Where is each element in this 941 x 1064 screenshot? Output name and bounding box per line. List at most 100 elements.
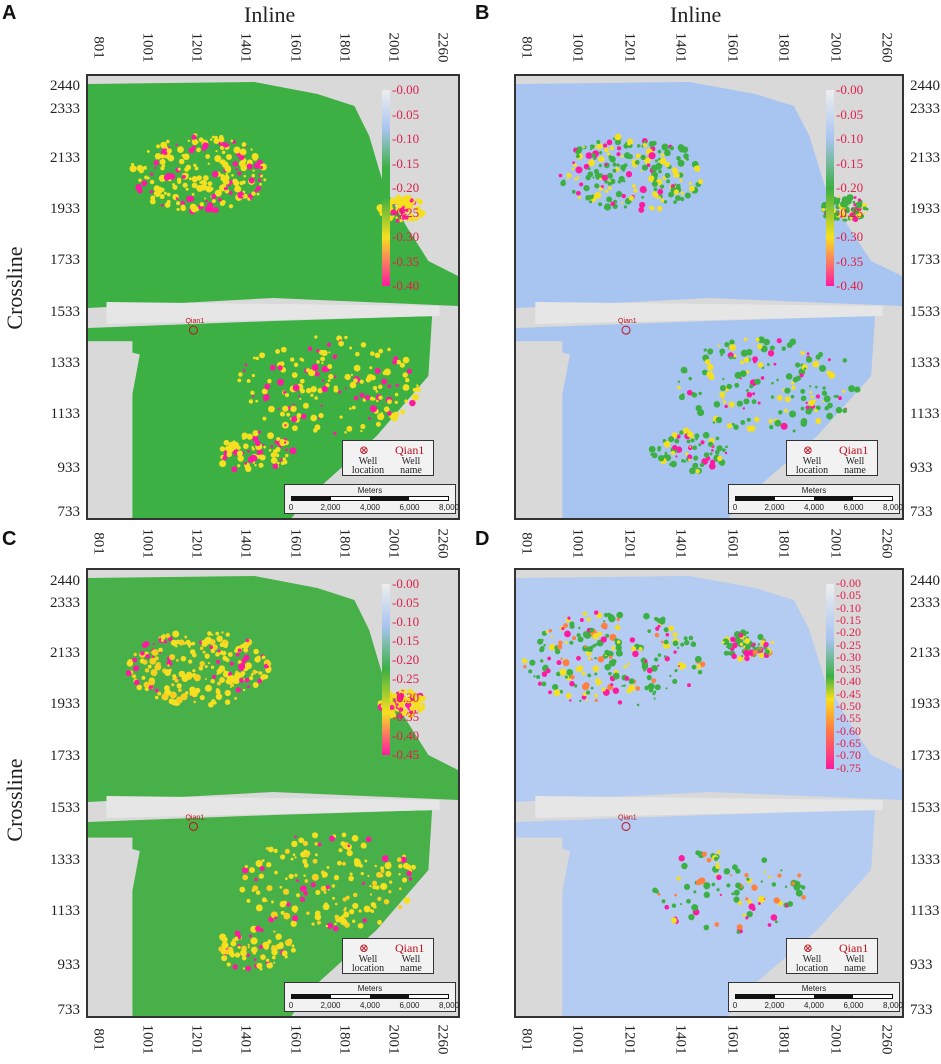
attribute-anomaly bbox=[221, 631, 224, 634]
attribute-anomaly bbox=[550, 635, 554, 638]
attribute-anomaly bbox=[623, 665, 627, 669]
attribute-anomaly bbox=[265, 899, 268, 902]
crossline-tick-label: 1333 bbox=[50, 354, 80, 371]
attribute-anomaly bbox=[181, 174, 186, 179]
attribute-anomaly bbox=[606, 139, 613, 146]
scale-bar: Meters 0 2,000 4,000 6,000 8,000 bbox=[728, 484, 903, 514]
attribute-anomaly bbox=[835, 394, 839, 399]
crossline-tick-label: 2440 bbox=[910, 78, 940, 95]
attribute-anomaly bbox=[224, 949, 230, 955]
attribute-anomaly bbox=[609, 145, 615, 151]
attribute-anomaly bbox=[688, 635, 694, 641]
attribute-anomaly bbox=[350, 373, 354, 376]
attribute-anomaly bbox=[182, 182, 188, 188]
colorbar-tick-label: -0.05 bbox=[836, 588, 861, 603]
attribute-anomaly bbox=[191, 192, 195, 196]
attribute-anomaly bbox=[254, 656, 261, 663]
inline-tick-label: 2001 bbox=[827, 1024, 844, 1055]
attribute-anomaly bbox=[314, 335, 318, 339]
attribute-anomaly bbox=[681, 862, 688, 870]
map-a-svg: Qian1 bbox=[88, 82, 458, 518]
crossline-tick-label: 933 bbox=[57, 459, 81, 476]
no-data-area bbox=[516, 837, 563, 1016]
well-location-icon: ⊗ bbox=[359, 941, 370, 955]
attribute-anomaly bbox=[763, 897, 766, 901]
attribute-anomaly bbox=[823, 395, 831, 403]
attribute-anomaly bbox=[414, 216, 419, 221]
attribute-anomaly bbox=[586, 617, 591, 622]
crossline-title-bottom: Crossline bbox=[2, 758, 27, 842]
attribute-anomaly bbox=[597, 631, 603, 637]
attribute-anomaly bbox=[406, 870, 412, 877]
colorbar-tick-label: -0.40 bbox=[392, 728, 420, 743]
attribute-anomaly bbox=[731, 653, 737, 660]
attribute-anomaly bbox=[129, 165, 137, 173]
attribute-anomaly bbox=[693, 165, 701, 172]
attribute-anomaly bbox=[220, 173, 225, 179]
scale-bar-label: 8,000 bbox=[438, 1001, 460, 1010]
attribute-anomaly bbox=[168, 636, 173, 642]
attribute-anomaly bbox=[548, 629, 553, 633]
attribute-anomaly bbox=[409, 706, 415, 711]
attribute-anomaly bbox=[221, 183, 227, 188]
inline-tick-label: 801 bbox=[90, 36, 107, 59]
attribute-anomaly bbox=[722, 448, 726, 453]
attribute-anomaly bbox=[248, 934, 252, 938]
attribute-anomaly bbox=[249, 676, 254, 681]
colorbar-tick-label: -0.05 bbox=[836, 106, 864, 122]
attribute-anomaly bbox=[685, 157, 689, 161]
attribute-anomaly bbox=[303, 874, 306, 877]
attribute-anomaly bbox=[402, 384, 410, 391]
attribute-anomaly bbox=[674, 669, 678, 673]
attribute-anomaly bbox=[623, 180, 626, 183]
attribute-anomaly bbox=[377, 897, 381, 901]
attribute-anomaly bbox=[394, 392, 399, 397]
scale-bar-label: 4,000 bbox=[803, 1001, 825, 1010]
attribute-anomaly bbox=[758, 652, 765, 659]
attribute-anomaly bbox=[761, 366, 765, 369]
attribute-anomaly bbox=[298, 837, 305, 844]
attribute-anomaly bbox=[246, 163, 253, 170]
attribute-anomaly bbox=[543, 664, 548, 669]
attribute-anomaly bbox=[143, 681, 150, 688]
attribute-anomaly bbox=[757, 336, 765, 344]
attribute-anomaly bbox=[349, 872, 353, 876]
legend-well-name-line: Well bbox=[845, 456, 865, 467]
attribute-anomaly bbox=[576, 190, 581, 196]
attribute-anomaly bbox=[760, 376, 765, 380]
attribute-anomaly bbox=[326, 922, 334, 929]
attribute-anomaly bbox=[758, 895, 765, 903]
attribute-anomaly bbox=[246, 953, 250, 957]
attribute-anomaly bbox=[285, 448, 288, 452]
attribute-anomaly bbox=[244, 462, 248, 465]
attribute-anomaly bbox=[154, 153, 162, 160]
attribute-anomaly bbox=[838, 195, 841, 198]
attribute-anomaly bbox=[576, 633, 581, 638]
attribute-anomaly bbox=[372, 397, 376, 401]
attribute-anomaly bbox=[413, 699, 417, 704]
attribute-anomaly bbox=[401, 877, 408, 883]
well-legend: ⊗ Qian1 Well location Well name bbox=[342, 938, 434, 974]
attribute-anomaly bbox=[375, 871, 382, 878]
attribute-anomaly bbox=[243, 654, 250, 661]
crossline-tick-label: 1533 bbox=[910, 303, 940, 320]
attribute-anomaly bbox=[235, 687, 241, 693]
attribute-anomaly bbox=[191, 641, 196, 646]
inline-tick-label: 1001 bbox=[569, 1024, 586, 1055]
legend-well-name: Qian1 bbox=[839, 443, 869, 457]
scale-bar-label: 8,000 bbox=[438, 503, 460, 512]
colorbar bbox=[826, 584, 834, 769]
attribute-anomaly bbox=[282, 405, 289, 412]
inline-tick-label: 2001 bbox=[385, 528, 402, 559]
attribute-anomaly bbox=[232, 440, 236, 445]
attribute-anomaly bbox=[391, 415, 398, 422]
attribute-anomaly bbox=[168, 173, 176, 180]
attribute-anomaly bbox=[365, 836, 372, 843]
attribute-anomaly bbox=[764, 649, 770, 655]
attribute-anomaly bbox=[616, 163, 620, 167]
attribute-anomaly bbox=[163, 191, 167, 195]
attribute-anomaly bbox=[736, 924, 743, 931]
attribute-anomaly bbox=[586, 690, 591, 695]
scale-bar-label: 6,000 bbox=[843, 503, 864, 512]
attribute-anomaly bbox=[226, 154, 233, 161]
